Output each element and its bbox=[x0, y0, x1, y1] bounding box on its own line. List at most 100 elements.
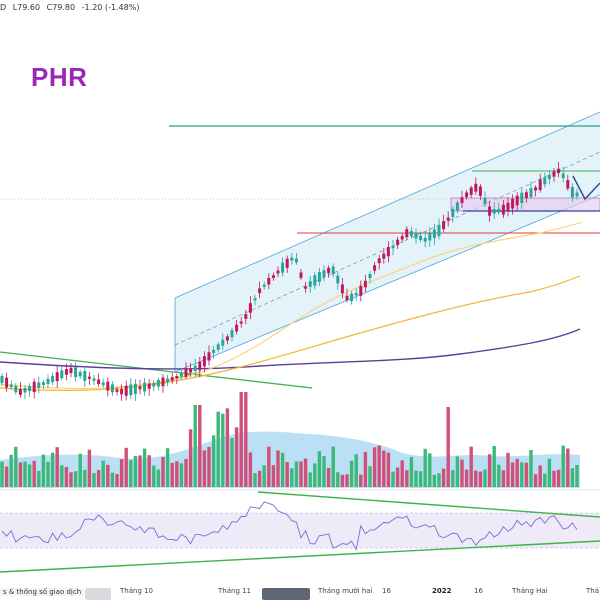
candle bbox=[391, 245, 395, 249]
candle bbox=[469, 187, 473, 195]
volume-bar bbox=[363, 451, 368, 487]
volume-bar bbox=[124, 447, 128, 487]
candle bbox=[143, 382, 147, 392]
candle bbox=[561, 173, 565, 179]
volume-bar bbox=[23, 461, 27, 487]
x-tick: 16 bbox=[474, 587, 483, 595]
candle bbox=[396, 239, 400, 246]
candle bbox=[294, 258, 298, 263]
volume-bar bbox=[556, 469, 561, 487]
volume-bar bbox=[368, 466, 372, 487]
candle bbox=[179, 373, 183, 377]
volume-bar bbox=[106, 464, 110, 487]
candle bbox=[74, 367, 78, 378]
volume-bar bbox=[78, 453, 82, 487]
volume-bar bbox=[446, 407, 450, 487]
candle bbox=[198, 361, 202, 371]
volume-bar bbox=[290, 468, 294, 487]
candle bbox=[483, 198, 487, 205]
volume-bar bbox=[244, 392, 248, 487]
volume-bar bbox=[497, 464, 501, 487]
candle bbox=[327, 267, 331, 274]
candle bbox=[202, 356, 206, 367]
candle bbox=[557, 168, 561, 174]
candle bbox=[534, 187, 538, 191]
candle bbox=[83, 371, 87, 381]
trading-stats-tab[interactable]: s & thống số giao dịch bbox=[0, 588, 85, 596]
volume-bar bbox=[280, 452, 285, 487]
candle bbox=[147, 383, 151, 389]
volume-bar bbox=[69, 472, 73, 487]
candle bbox=[55, 372, 59, 382]
volume-bar bbox=[441, 468, 446, 487]
volume-bar bbox=[349, 460, 354, 487]
candle bbox=[455, 202, 459, 211]
rsi-band bbox=[0, 513, 600, 548]
volume-bar bbox=[133, 455, 138, 487]
ohlc-partial: D bbox=[0, 3, 7, 12]
volume-bar bbox=[418, 471, 423, 487]
candle bbox=[474, 183, 478, 192]
volume-bar bbox=[423, 448, 427, 487]
volume-bar bbox=[506, 452, 510, 487]
volume-bar bbox=[156, 469, 161, 487]
volume-bar bbox=[285, 462, 289, 487]
scroll-handle[interactable] bbox=[262, 588, 310, 600]
candle bbox=[32, 381, 36, 393]
volume-bar bbox=[276, 450, 280, 487]
volume-bar bbox=[428, 453, 432, 487]
candle bbox=[262, 284, 266, 287]
x-tick: Tháng 11 bbox=[218, 587, 252, 595]
symbol-label: PHR bbox=[31, 62, 88, 92]
volume-bar bbox=[257, 470, 262, 487]
candle bbox=[506, 202, 510, 211]
candle bbox=[156, 379, 160, 387]
volume-bar bbox=[193, 405, 197, 487]
candle bbox=[216, 344, 220, 350]
candle bbox=[28, 386, 32, 392]
candle bbox=[368, 273, 372, 279]
volume-bar bbox=[198, 405, 202, 487]
candle bbox=[92, 378, 96, 381]
volume-bar bbox=[64, 466, 69, 487]
volume-bar bbox=[14, 446, 18, 487]
volume-bar bbox=[547, 458, 552, 487]
candle bbox=[41, 382, 45, 385]
volume-bar bbox=[487, 454, 492, 487]
volume-bar bbox=[336, 472, 340, 487]
candle bbox=[101, 382, 105, 386]
volume-bar bbox=[313, 463, 317, 487]
candle bbox=[451, 208, 455, 217]
volume-bar bbox=[566, 448, 570, 487]
volume-bar bbox=[83, 469, 87, 487]
volume-bar bbox=[170, 462, 174, 487]
candle bbox=[115, 389, 119, 392]
candle bbox=[363, 280, 367, 288]
candle bbox=[538, 179, 542, 191]
candle bbox=[442, 221, 446, 230]
volume-bar bbox=[230, 438, 234, 487]
candle bbox=[501, 204, 505, 215]
candle bbox=[239, 321, 243, 324]
candle bbox=[570, 187, 574, 198]
candle bbox=[529, 188, 533, 197]
volume-bar bbox=[437, 473, 441, 487]
volume-bar bbox=[262, 465, 266, 487]
ma-yellow bbox=[0, 221, 583, 390]
candle bbox=[110, 384, 114, 393]
candle bbox=[225, 336, 229, 341]
candle bbox=[189, 368, 193, 373]
candle bbox=[253, 298, 257, 301]
volume-bar bbox=[326, 467, 331, 487]
candle bbox=[46, 378, 50, 384]
candle bbox=[106, 381, 110, 391]
volume-bar bbox=[234, 427, 239, 487]
candle bbox=[299, 272, 303, 278]
candle bbox=[69, 367, 73, 374]
candle bbox=[437, 225, 441, 237]
candle bbox=[51, 376, 55, 383]
volume-bar bbox=[492, 445, 496, 487]
toolbar-chip[interactable] bbox=[85, 588, 111, 600]
volume-bar bbox=[96, 470, 101, 487]
